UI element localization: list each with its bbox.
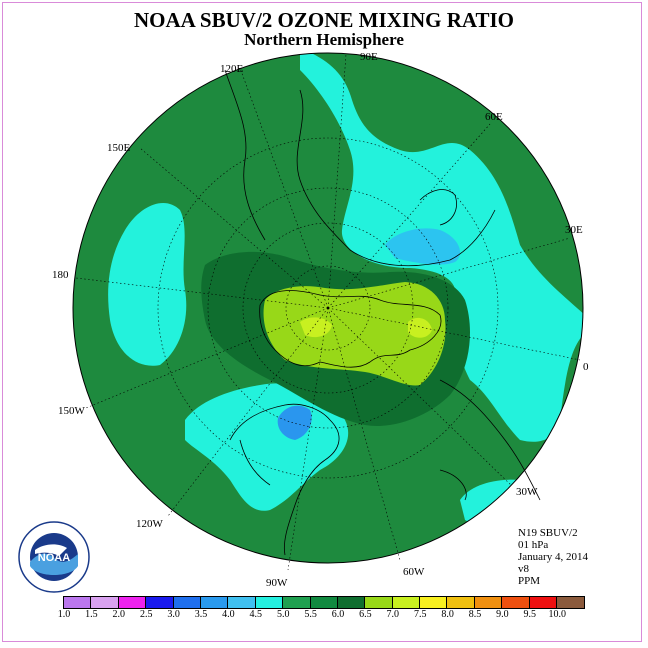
colorbar-tick-label: 7.0	[386, 609, 400, 620]
meridian-90e	[327, 53, 347, 309]
colorbar-tick-label: 5.0	[276, 609, 290, 620]
latitude-circle-75n	[285, 265, 371, 351]
ozone-field	[73, 53, 583, 563]
meridian-0	[327, 307, 581, 361]
colorbar-swatch	[64, 597, 92, 608]
atlantic-coastline	[439, 379, 541, 501]
mediterranean-coastline	[419, 189, 457, 226]
lon-label-30e: 30E	[565, 224, 583, 236]
colorbar-swatch	[200, 597, 229, 608]
colorbar-tick-label: 8.5	[468, 609, 482, 620]
meridian-150e	[139, 147, 329, 309]
lon-label-30w: 30W	[516, 486, 538, 498]
logo-text: NOAA	[38, 552, 70, 564]
colorbar-swatch	[255, 597, 284, 608]
colorbar-tick-label: 1.0	[57, 609, 71, 620]
caribbean-coastline	[439, 469, 467, 501]
colorbar-swatch	[283, 597, 311, 608]
colorbar-swatch	[420, 597, 448, 608]
lon-label-150e: 150E	[107, 142, 131, 154]
colorbar-tick-label: 9.0	[496, 609, 509, 620]
field-7.0-7.5-a	[300, 317, 332, 338]
noaa-logo: NOAA	[17, 520, 91, 599]
colorbar-tick-label: 6.0	[331, 609, 345, 620]
colorbar-tick-label: 6.5	[359, 609, 372, 620]
version-label: v8	[518, 563, 529, 575]
lon-label-0: 0	[583, 361, 589, 373]
hemisphere-boundary	[72, 52, 584, 564]
colorbar-tick-label: 10.0	[548, 609, 566, 620]
colorbar-tick-label: 3.0	[167, 609, 180, 620]
lon-label-150w: 150W	[58, 405, 85, 417]
colorbar-swatch	[474, 597, 503, 608]
meridian-60e	[327, 123, 491, 309]
north-america-coastline	[229, 403, 340, 556]
colorbar-tick-label: 2.5	[139, 609, 153, 620]
colorbar-swatch	[228, 597, 256, 608]
units-label: PPM	[518, 575, 541, 587]
colorbar-tick-label: 8.0	[441, 609, 454, 620]
latitude-circle-60n	[242, 222, 414, 394]
field-4.0-4.5	[385, 228, 460, 265]
colorbar-swatch	[365, 597, 393, 608]
map-subtitle: Northern Hemisphere	[244, 30, 404, 49]
colorbar-tick-label: 5.5	[304, 609, 317, 620]
lon-label-180: 180	[52, 269, 69, 281]
graticule	[75, 53, 581, 571]
meridian-90w	[287, 307, 329, 571]
colorbar-swatch	[91, 597, 119, 608]
colorbar-tick-label: 4.0	[222, 609, 235, 620]
field-3.5-4.0	[277, 405, 312, 440]
lon-label-90e: 90E	[360, 51, 378, 63]
coastlines	[224, 69, 541, 556]
satellite-label: N19 SBUV/2	[518, 527, 578, 539]
pressure-level-label: 01 hPa	[518, 539, 549, 551]
colorbar-swatch	[392, 597, 421, 608]
colorbar-tick-label: 4.5	[249, 609, 263, 620]
colorbar-swatch	[529, 597, 558, 608]
colorbar-swatch	[337, 597, 366, 608]
lon-label-120e: 120E	[220, 63, 244, 75]
colorbar-swatch	[557, 597, 585, 608]
noaa-emblem-icon: NOAA	[18, 521, 90, 593]
colorbar-swatch	[447, 597, 475, 608]
lon-label-120w: 120W	[136, 518, 163, 530]
colorbar-swatch	[173, 597, 201, 608]
colorbar-swatch	[310, 597, 338, 608]
page-frame	[2, 2, 642, 642]
latitude-circle-45n	[207, 187, 449, 429]
east-asia-coastline	[224, 69, 266, 241]
colorbar-swatch	[118, 597, 147, 608]
meridian-30w	[327, 307, 513, 487]
date-label: January 4, 2014	[518, 551, 588, 563]
latitude-circle-30n	[157, 137, 499, 479]
colorbar-tick-label: 7.5	[413, 609, 427, 620]
asia-coastline	[296, 89, 496, 267]
lon-label-60w: 60W	[403, 566, 425, 578]
colorbar-tick-label: 1.5	[85, 609, 98, 620]
colorbar-tick-label: 3.5	[194, 609, 208, 620]
lon-label-90w: 90W	[266, 577, 288, 589]
colorbar	[63, 596, 586, 609]
map-title: NOAA SBUV/2 OZONE MIXING RATIO	[134, 8, 514, 32]
lon-label-60e: 60E	[485, 111, 503, 123]
colorbar-swatch	[146, 597, 174, 608]
colorbar-swatch	[502, 597, 530, 608]
field-4.5-5.0-west	[108, 202, 187, 366]
map-metadata: N19 SBUV/2 01 hPa January 4, 2014 v8 PPM	[518, 527, 588, 587]
colorbar-tick-label: 2.0	[112, 609, 126, 620]
arctic-coastline	[259, 290, 442, 368]
colorbar-tick-label: 9.5	[523, 609, 537, 620]
meridian-120e	[239, 67, 329, 309]
field-7.0-7.5-b	[408, 317, 432, 338]
